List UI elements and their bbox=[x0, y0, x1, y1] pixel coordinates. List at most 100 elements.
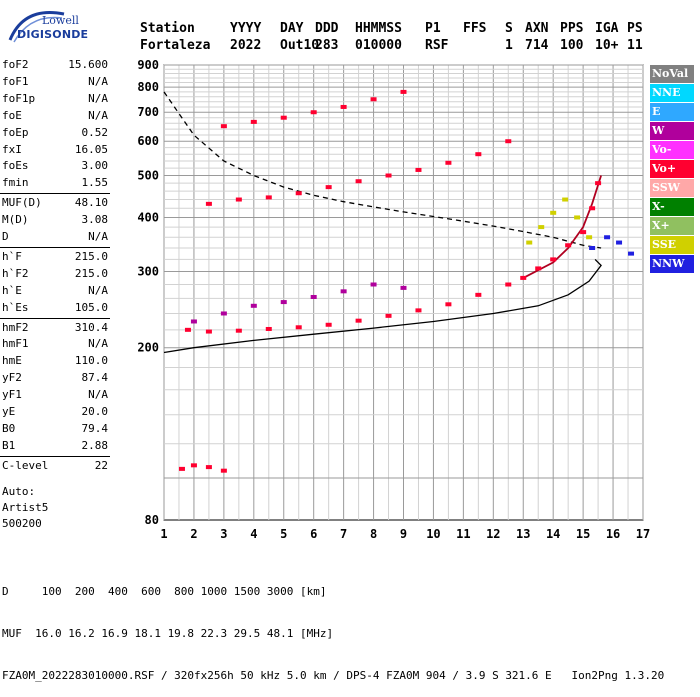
param-value: 310.4 bbox=[74, 320, 108, 334]
x-tick-label: 10 bbox=[426, 527, 440, 541]
legend-item: W bbox=[650, 122, 694, 140]
echo-point bbox=[265, 195, 272, 200]
param-row: foF2 15.600 bbox=[2, 58, 108, 74]
param-row: yE 20.0 bbox=[2, 405, 108, 421]
param-name: yF2 bbox=[2, 371, 22, 385]
param-row: hmF2 310.4 bbox=[2, 321, 108, 337]
echo-point bbox=[370, 97, 377, 102]
echo-point bbox=[310, 294, 317, 299]
echo-point bbox=[415, 167, 422, 172]
y-tick-label: 300 bbox=[137, 265, 159, 279]
param-row: D N/A bbox=[2, 230, 108, 246]
x-tick-label: 16 bbox=[606, 527, 620, 541]
param-name: h`F2 bbox=[2, 266, 29, 280]
header-label: DAY bbox=[280, 21, 304, 36]
param-value: 16.05 bbox=[74, 142, 108, 156]
echo-point bbox=[178, 466, 185, 471]
legend-item: SSE bbox=[650, 236, 694, 254]
param-row: foF1p N/A bbox=[2, 92, 108, 108]
x-tick-label: 15 bbox=[576, 527, 590, 541]
param-name: h`F bbox=[2, 249, 22, 263]
header-label: S bbox=[505, 21, 513, 36]
param-row: foEp 0.52 bbox=[2, 126, 108, 142]
echo-point bbox=[550, 210, 557, 215]
x-tick-label: 14 bbox=[546, 527, 560, 541]
echo-point bbox=[325, 185, 332, 190]
param-row: fxI 16.05 bbox=[2, 143, 108, 159]
echo-point bbox=[415, 308, 422, 313]
param-row: fmin 1.55 bbox=[2, 176, 108, 192]
x-tick-label: 8 bbox=[370, 527, 377, 541]
y-tick-label: 200 bbox=[137, 341, 159, 355]
param-name: h`Es bbox=[2, 300, 29, 314]
param-value: 215.0 bbox=[74, 266, 108, 280]
param-name: MUF(D) bbox=[2, 196, 42, 210]
auto-version: 500200 bbox=[2, 517, 42, 530]
header-value: 283 bbox=[315, 38, 339, 53]
param-value: N/A bbox=[88, 230, 108, 243]
echo-point bbox=[340, 104, 347, 109]
param-value: 3.08 bbox=[81, 213, 109, 227]
legend-item: NoVal bbox=[650, 65, 694, 83]
param-value: N/A bbox=[88, 74, 108, 88]
param-separator bbox=[0, 455, 110, 457]
param-name: hmF2 bbox=[2, 320, 29, 334]
x-tick-label: 17 bbox=[636, 527, 650, 541]
echo-point bbox=[355, 179, 362, 184]
param-value: 22 bbox=[94, 458, 108, 472]
echo-point bbox=[526, 240, 533, 245]
param-value: 2.88 bbox=[81, 438, 109, 452]
echo-point bbox=[265, 326, 272, 331]
header-value: 2022 bbox=[230, 38, 262, 53]
param-row: foF1 N/A bbox=[2, 75, 108, 91]
header-value: Fortaleza bbox=[140, 38, 211, 53]
echo-point bbox=[190, 319, 197, 324]
x-tick-label: 9 bbox=[400, 527, 407, 541]
echo-point bbox=[565, 243, 572, 248]
param-value: 15.600 bbox=[68, 58, 108, 71]
autoscaling-info: Auto: Artist5 500200 bbox=[2, 484, 48, 532]
param-value: N/A bbox=[88, 337, 108, 351]
x-tick-label: 11 bbox=[456, 527, 470, 541]
digisonde-logo: Lowell DIGISONDE bbox=[4, 4, 94, 44]
echo-point bbox=[385, 173, 392, 178]
echo-point bbox=[355, 318, 362, 323]
echo-point bbox=[184, 327, 191, 332]
param-row: yF2 87.4 bbox=[2, 371, 108, 387]
echo-point bbox=[280, 115, 287, 120]
header-value: 11 bbox=[627, 38, 643, 53]
legend-item: X+ bbox=[650, 217, 694, 235]
param-name: foEp bbox=[2, 125, 29, 139]
param-row: MUF(D) 48.10 bbox=[2, 196, 108, 212]
footer-distance-row: D 100 200 400 600 800 1000 1500 3000 [km… bbox=[2, 585, 327, 598]
logo-word-digisonde: DIGISONDE bbox=[17, 28, 89, 41]
header-value: Out10 bbox=[280, 38, 320, 53]
echo-point bbox=[295, 191, 302, 196]
param-name: hmF1 bbox=[2, 337, 29, 351]
header-value: RSF bbox=[425, 38, 449, 53]
legend-item: Vo- bbox=[650, 141, 694, 159]
echo-point bbox=[589, 206, 596, 211]
header-value: 714 bbox=[525, 38, 549, 53]
param-name: M(D) bbox=[2, 213, 29, 227]
param-name: foE bbox=[2, 108, 22, 122]
echo-point bbox=[220, 311, 227, 316]
param-row: h`Es 105.0 bbox=[2, 301, 108, 317]
param-row: B0 79.4 bbox=[2, 422, 108, 438]
param-name: h`E bbox=[2, 283, 22, 297]
header-label: PS bbox=[627, 21, 643, 36]
param-name: fxI bbox=[2, 142, 22, 156]
param-separator bbox=[0, 193, 110, 195]
echo-point bbox=[505, 282, 512, 287]
header-label: DDD bbox=[315, 21, 339, 36]
profile-curve bbox=[163, 91, 602, 249]
echo-point bbox=[400, 89, 407, 94]
footer-muf-row: MUF 16.0 16.2 16.9 18.1 19.8 22.3 29.5 4… bbox=[2, 627, 334, 640]
echo-point bbox=[400, 285, 407, 290]
echo-point bbox=[589, 245, 596, 250]
echo-point bbox=[235, 197, 242, 202]
echo-point bbox=[235, 328, 242, 333]
echo-point bbox=[220, 468, 227, 473]
echo-point bbox=[250, 119, 257, 124]
y-tick-label: 600 bbox=[137, 134, 159, 148]
